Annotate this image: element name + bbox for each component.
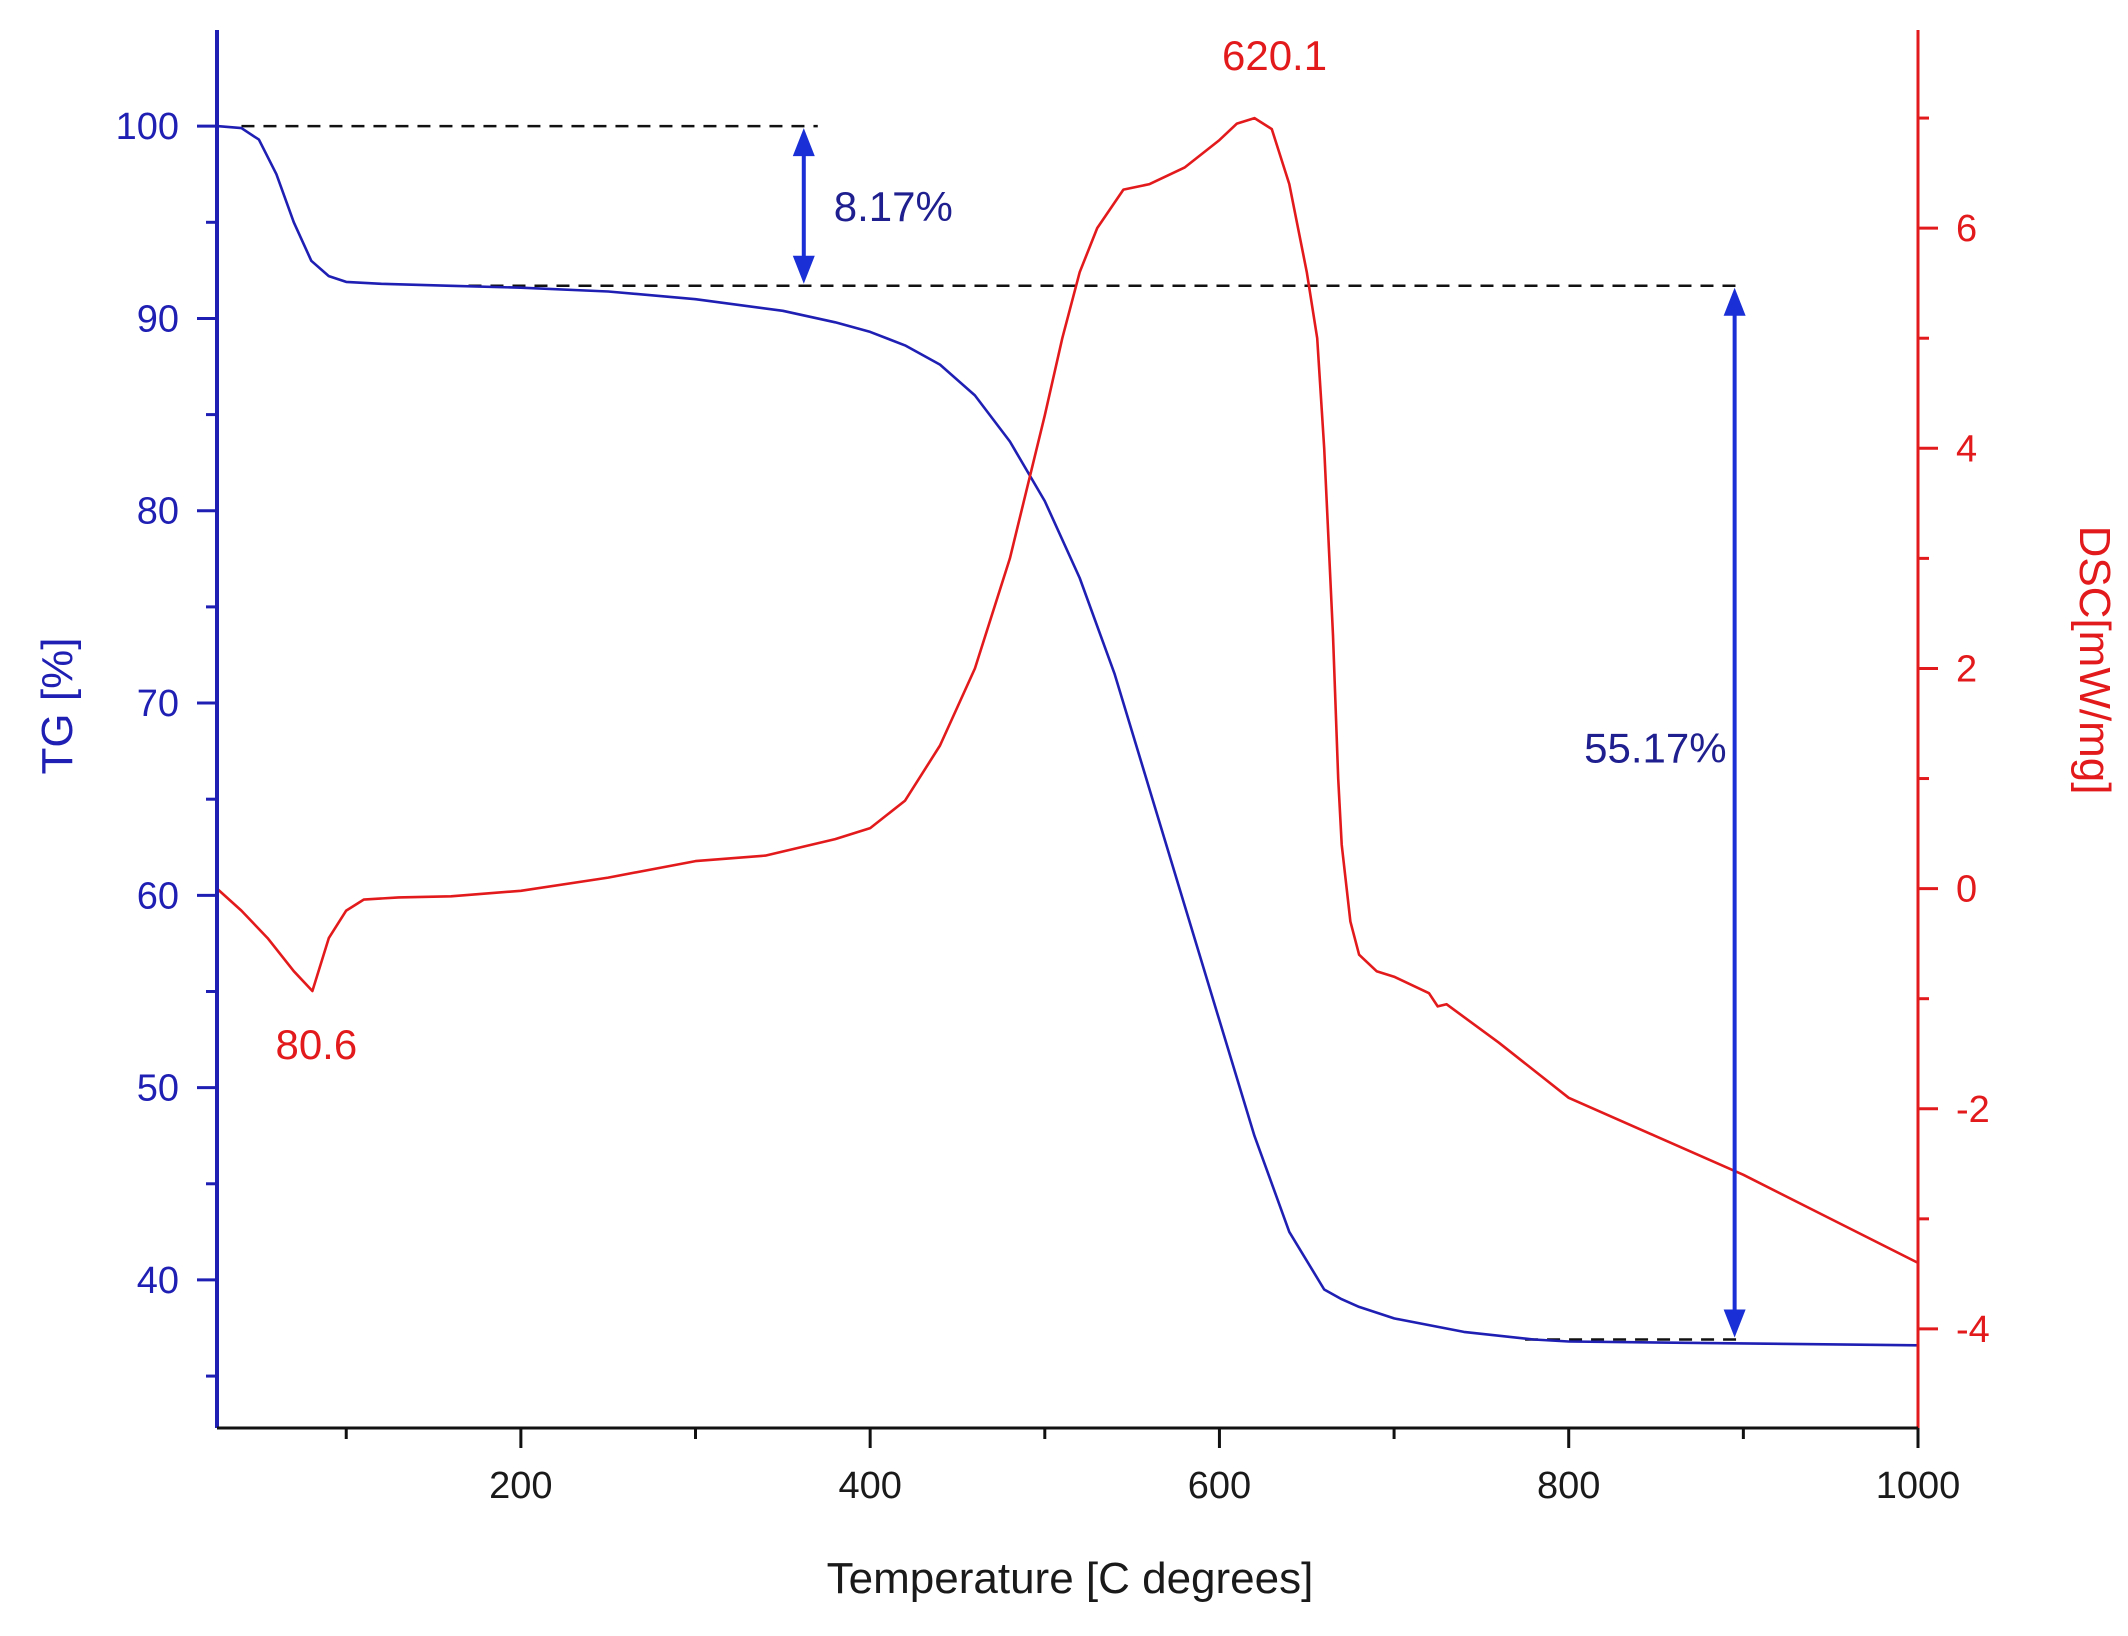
- y-left-tick-label-90: 90: [137, 298, 179, 340]
- annotation-arrow-817-head-top: [792, 128, 815, 157]
- y-left-tick-label-50: 50: [137, 1068, 179, 1110]
- y-right-tick-label-2: 2: [1956, 648, 1977, 690]
- y-right-tick-label-6: 6: [1956, 208, 1977, 250]
- annotation-label-1: 80.6: [275, 1021, 357, 1068]
- y-right-tick-label--4: -4: [1956, 1309, 1990, 1351]
- y-left-tick-label-70: 70: [137, 683, 179, 725]
- data-series: [216, 116, 1919, 1347]
- y-left-tick-label-60: 60: [137, 875, 179, 917]
- annotation-arrow-5517-head-top: [1723, 287, 1746, 316]
- y-right-tick-label--2: -2: [1956, 1089, 1990, 1131]
- axes: 200 400 600 800 1000 40 50 60 70 80 90 100 -4 -2 0 2 4 6: [116, 30, 1990, 1507]
- y-axis-left-title: TG [%]: [33, 638, 82, 775]
- annotation-arrow-5517-head-bottom: [1723, 1309, 1746, 1338]
- y-right-tick-label-0: 0: [1956, 869, 1977, 911]
- x-axis-title: Temperature [C degrees]: [827, 1554, 1314, 1603]
- x-tick-label-600: 600: [1188, 1465, 1251, 1507]
- x-tick-label-800: 800: [1537, 1465, 1600, 1507]
- x-tick-label-200: 200: [489, 1465, 552, 1507]
- series-dsc-line: [216, 116, 1919, 1265]
- annotation-label-2: 8.17%: [834, 183, 953, 230]
- y-left-tick-label-100: 100: [116, 106, 179, 148]
- reference-lines: [241, 124, 1744, 1341]
- y-left-tick-label-80: 80: [137, 491, 179, 533]
- annotation-label-3: 55.17%: [1584, 725, 1726, 772]
- y-axis-right-title: DSC[mW/mg]: [2070, 526, 2119, 795]
- x-tick-label-400: 400: [838, 1465, 901, 1507]
- series-tg-line: [216, 124, 1919, 1347]
- y-right-tick-label-4: 4: [1956, 428, 1977, 470]
- annotations: 620.1 80.6 8.17% 55.17%: [275, 32, 1746, 1338]
- annotation-label-0: 620.1: [1222, 32, 1327, 79]
- annotation-arrow-817-head-bottom: [792, 255, 815, 284]
- y-left-tick-label-40: 40: [137, 1260, 179, 1302]
- x-tick-label-1000: 1000: [1876, 1465, 1961, 1507]
